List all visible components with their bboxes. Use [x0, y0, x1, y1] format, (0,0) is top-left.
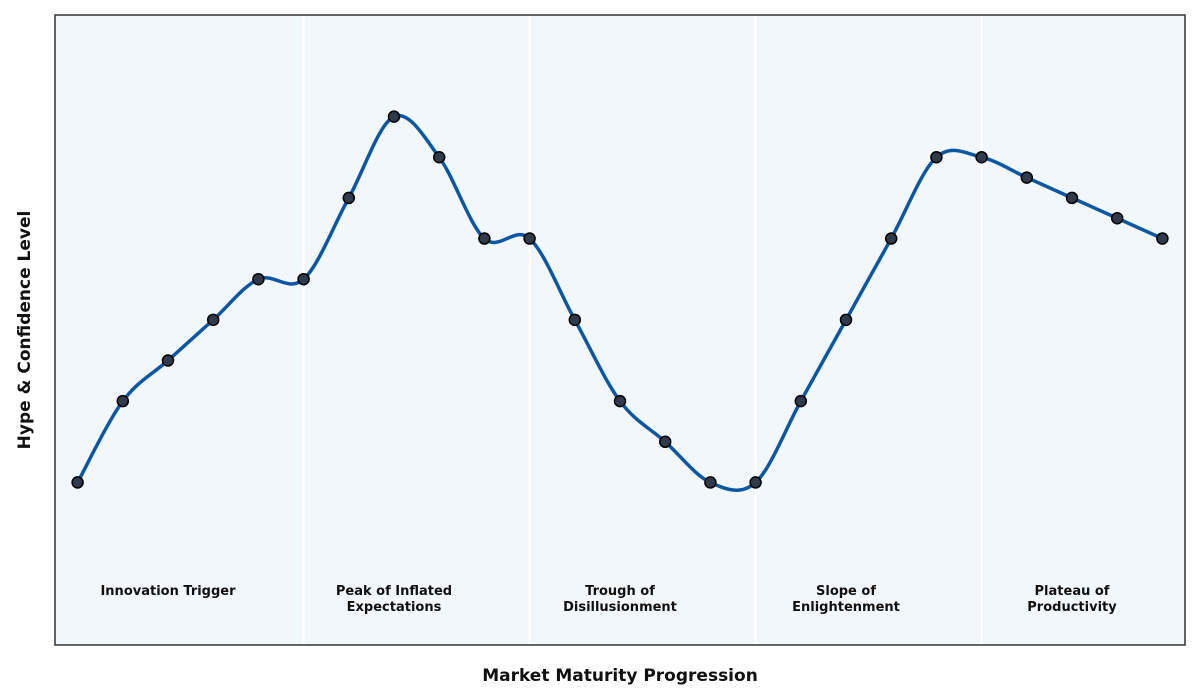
data-point-10: [523, 232, 536, 245]
data-point-22: [1065, 191, 1079, 205]
phase-label-2: Peak of Inflated Expectations: [336, 584, 452, 615]
phase-label-line: Trough of: [585, 584, 655, 599]
data-point-14: [704, 476, 717, 489]
data-point-0: [71, 476, 84, 489]
y-axis-title: Hype & Confidence Level: [15, 211, 35, 450]
phase-label-line: Plateau of: [1035, 584, 1110, 599]
data-point-2: [161, 354, 175, 367]
data-point-1: [116, 394, 130, 408]
plot-frame: [54, 14, 1186, 646]
phase-label-line: Peak of Inflated: [336, 584, 452, 599]
phase-dividers: [302, 15, 983, 645]
plot-area: [55, 15, 1185, 645]
phase-label-line: Disillusionment: [563, 600, 677, 615]
data-point-8: [432, 151, 446, 164]
phase-label-line: Enlightenment: [792, 600, 900, 615]
phase-label-1: Innovation Trigger: [100, 584, 236, 599]
data-point-18: [884, 232, 898, 245]
data-point-7: [387, 110, 401, 123]
data-point-20: [975, 151, 988, 164]
data-point-17: [839, 313, 853, 327]
data-points: [71, 110, 1169, 489]
data-point-23: [1110, 211, 1124, 225]
phase-label-4: Slope of Enlightenment: [792, 584, 900, 615]
phase-labels: Innovation Trigger Peak of Inflated Expect…: [100, 584, 1117, 615]
data-point-3: [206, 313, 220, 327]
data-point-21: [1020, 171, 1034, 184]
phase-label-line: Slope of: [816, 584, 876, 599]
phase-label-line: Expectations: [347, 600, 442, 615]
data-point-5: [297, 272, 310, 286]
data-point-11: [568, 313, 582, 327]
data-point-13: [658, 435, 672, 449]
data-point-4: [252, 272, 265, 286]
phase-label-line: Innovation Trigger: [100, 584, 236, 599]
data-point-16: [794, 394, 808, 408]
phase-label-5: Plateau of Productivity: [1027, 584, 1117, 615]
phase-label-line: Productivity: [1027, 600, 1117, 615]
phase-label-3: Trough of Disillusionment: [563, 584, 677, 615]
data-point-19: [930, 151, 943, 164]
x-axis-title: Market Maturity Progression: [482, 666, 758, 686]
data-point-9: [478, 232, 491, 245]
data-point-15: [749, 476, 762, 489]
data-point-24: [1156, 232, 1169, 245]
data-point-12: [613, 394, 627, 408]
data-point-6: [342, 191, 356, 205]
